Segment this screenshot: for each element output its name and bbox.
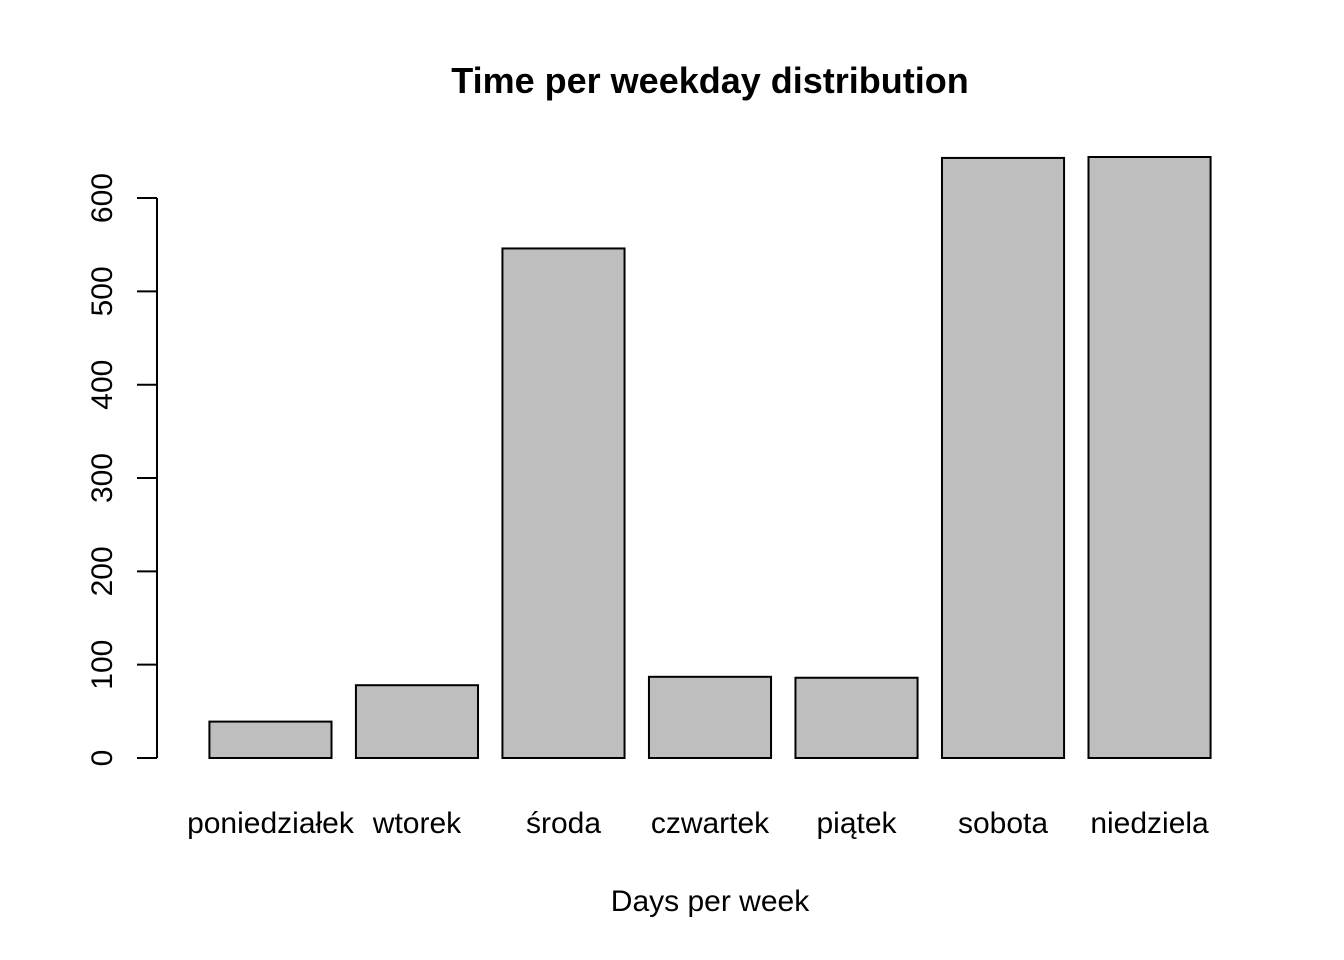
bar-5 <box>940 156 1066 759</box>
x-tick-label: czwartek <box>651 807 770 840</box>
x-tick-label: piątek <box>816 807 897 840</box>
y-tick-label: 600 <box>86 173 119 223</box>
bar-0 <box>208 720 333 760</box>
y-tick-label: 300 <box>86 453 119 503</box>
x-axis-tick-labels: poniedziałek wtorek środa czwartek piątek sob… <box>187 807 1209 840</box>
y-tick-label: 100 <box>86 640 119 690</box>
bar-2 <box>501 247 626 760</box>
bar-6 <box>1087 156 1212 759</box>
y-tick-label: 400 <box>86 360 119 410</box>
bar-4 <box>794 676 919 760</box>
x-tick-label: wtorek <box>372 807 462 840</box>
y-tick-label: 500 <box>86 266 119 316</box>
x-tick-label: sobota <box>958 807 1048 840</box>
y-axis: 0 100 200 300 400 500 600 <box>86 173 158 767</box>
chart-title: Time per weekday distribution <box>451 60 968 101</box>
x-tick-label: środa <box>526 807 601 840</box>
bars-group <box>208 156 1212 760</box>
bar-3 <box>647 675 773 760</box>
bar-1 <box>354 684 480 759</box>
y-tick-label: 200 <box>86 546 119 596</box>
x-tick-label: niedziela <box>1090 807 1209 840</box>
x-axis-label: Days per week <box>611 885 810 918</box>
x-tick-label: poniedziałek <box>187 807 355 840</box>
y-tick-label: 0 <box>86 750 119 767</box>
